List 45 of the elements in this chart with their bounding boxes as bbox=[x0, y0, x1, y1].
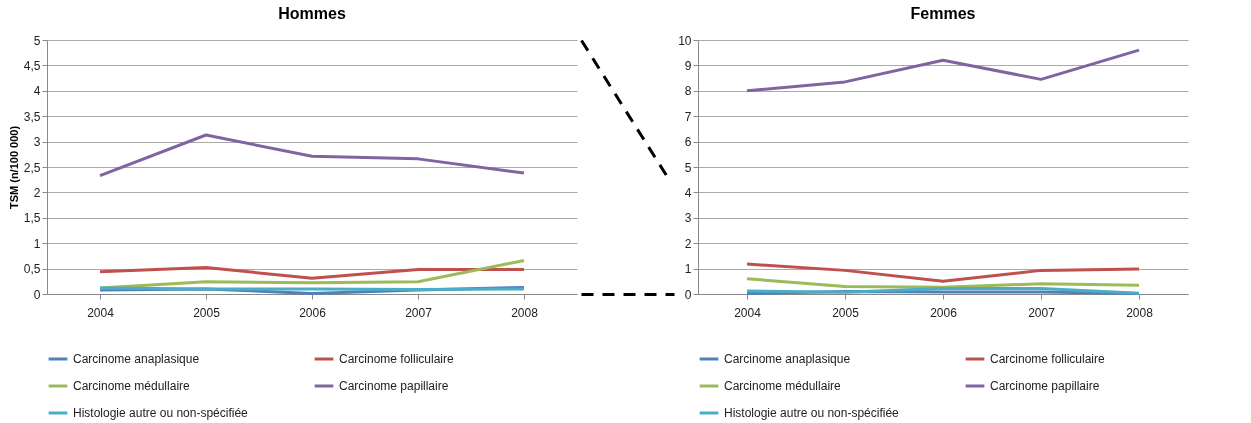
y-tick-label: 1,5 bbox=[23, 211, 41, 226]
x-tick-label: 2008 bbox=[1126, 305, 1154, 320]
y-tick-label: 10 bbox=[678, 33, 692, 48]
y-tick-label: 3 bbox=[33, 135, 41, 150]
x-tick-label: 2008 bbox=[511, 305, 539, 320]
y-tick-label: 2 bbox=[684, 236, 692, 251]
x-tick-label: 2007 bbox=[405, 305, 433, 320]
legend-label: Carcinome médullaire bbox=[724, 379, 842, 393]
y-tick-label: 4 bbox=[33, 84, 41, 99]
y-tick-label: 3 bbox=[684, 211, 692, 226]
y-tick-label: 0 bbox=[684, 287, 692, 302]
y-tick-label: 2 bbox=[33, 185, 41, 200]
y-tick-label: 8 bbox=[684, 84, 692, 99]
y-tick-label: 5 bbox=[33, 33, 41, 48]
legend-label: Histologie autre ou non-spécifiée bbox=[73, 406, 249, 420]
y-tick-label: 1 bbox=[33, 236, 41, 251]
y-tick-label: 7 bbox=[684, 109, 692, 124]
x-tick-label: 2005 bbox=[193, 305, 221, 320]
y-tick-label: 2,5 bbox=[23, 160, 41, 175]
x-tick-label: 2005 bbox=[832, 305, 860, 320]
y-tick-label: 6 bbox=[684, 135, 692, 150]
legend-label: Carcinome folliculaire bbox=[990, 352, 1106, 366]
legend-label: Carcinome papillaire bbox=[339, 379, 449, 393]
x-tick-label: 2007 bbox=[1028, 305, 1056, 320]
y-tick-label: 4 bbox=[684, 185, 692, 200]
y-tick-label: 4,5 bbox=[23, 58, 41, 73]
legend-label: Carcinome anaplasique bbox=[724, 352, 851, 366]
x-tick-label: 2006 bbox=[299, 305, 327, 320]
legend-label: Carcinome papillaire bbox=[990, 379, 1100, 393]
y-axis-title: TSM (n/100 000) bbox=[7, 125, 20, 210]
legend-label: Histologie autre ou non-spécifiée bbox=[724, 406, 900, 420]
y-tick-label: 1 bbox=[684, 262, 692, 277]
chart-title: Femmes bbox=[910, 5, 976, 22]
y-tick-label: 0,5 bbox=[23, 262, 41, 277]
legend-label: Carcinome anaplasique bbox=[73, 352, 200, 366]
x-tick-label: 2004 bbox=[734, 305, 762, 320]
y-tick-label: 5 bbox=[684, 160, 692, 175]
y-tick-label: 0 bbox=[33, 287, 41, 302]
x-tick-label: 2006 bbox=[930, 305, 958, 320]
chart-title: Hommes bbox=[278, 5, 346, 22]
legend-label: Carcinome folliculaire bbox=[339, 352, 455, 366]
x-tick-label: 2004 bbox=[87, 305, 115, 320]
y-tick-label: 9 bbox=[684, 58, 692, 73]
y-tick-label: 3,5 bbox=[23, 109, 41, 124]
legend-label: Carcinome médullaire bbox=[73, 379, 191, 393]
